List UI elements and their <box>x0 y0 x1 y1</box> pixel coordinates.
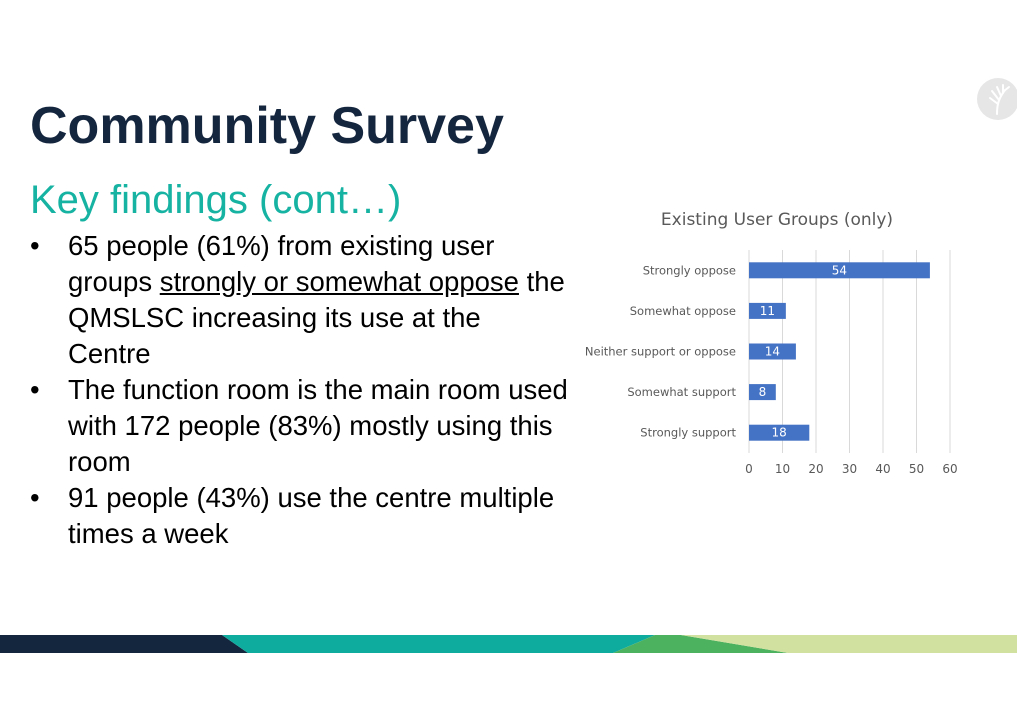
findings-list: • 65 people (61%) from existing user grou… <box>30 228 570 552</box>
slide-subtitle: Key findings (cont…) <box>30 178 402 222</box>
logo-icon <box>977 78 1017 120</box>
bullet: • <box>30 482 40 513</box>
category-label: Strongly support <box>640 426 736 440</box>
band-green <box>613 635 788 653</box>
band-navy <box>0 635 248 653</box>
bullet: • <box>30 374 40 405</box>
bar <box>749 384 776 401</box>
band-teal <box>222 635 655 653</box>
bar <box>749 343 796 360</box>
band-lightgreen <box>681 635 1017 653</box>
category-label: Somewhat support <box>627 385 736 399</box>
bullet: • <box>30 230 40 261</box>
footer-band <box>0 635 1017 653</box>
x-tick-label: 40 <box>875 462 890 476</box>
underlined-text: strongly or somewhat oppose <box>159 266 519 297</box>
category-label: Neither support or oppose <box>585 345 736 359</box>
data-label: 11 <box>760 304 775 318</box>
x-tick-label: 10 <box>775 462 790 476</box>
slide-title: Community Survey <box>30 97 504 155</box>
x-tick-label: 30 <box>842 462 857 476</box>
x-tick-label: 50 <box>909 462 924 476</box>
list-item: • 91 people (43%) use the centre multiple… <box>30 482 555 549</box>
category-label: Somewhat oppose <box>630 304 736 318</box>
data-label: 18 <box>772 426 787 440</box>
bar <box>749 262 930 279</box>
x-tick-label: 0 <box>745 462 753 476</box>
x-tick-label: 20 <box>808 462 823 476</box>
category-label: Strongly oppose <box>643 263 736 277</box>
bar <box>749 302 786 319</box>
bar <box>749 424 810 441</box>
data-label: 14 <box>765 345 780 359</box>
data-label: 8 <box>759 385 767 399</box>
list-item: • The function room is the main room used… <box>30 374 568 477</box>
data-label: 54 <box>832 263 847 277</box>
bar-chart: Existing User Groups (only) 0 10 20 30 40 50 6… <box>585 210 958 476</box>
x-tick-label: 60 <box>942 462 957 476</box>
list-item: • 65 people (61%) from existing user grou… <box>30 230 565 369</box>
chart-title: Existing User Groups (only) <box>661 210 893 230</box>
